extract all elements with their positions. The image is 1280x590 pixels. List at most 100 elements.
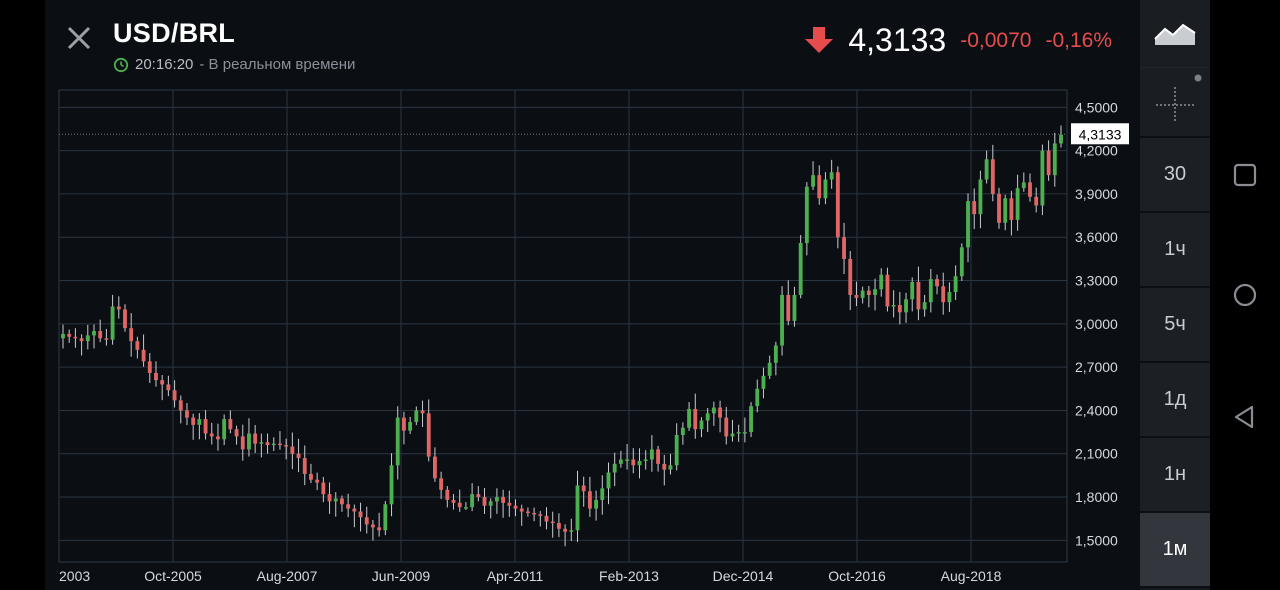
candle-down <box>290 446 295 454</box>
candle-down <box>866 290 871 295</box>
candle-down <box>433 456 437 479</box>
realtime-label: - В реальном времени <box>199 56 356 73</box>
candle-up <box>947 292 952 303</box>
candle-down <box>123 309 127 329</box>
candle-up <box>259 442 264 444</box>
candle-down <box>98 331 103 339</box>
candle-up <box>767 362 772 376</box>
candle-up <box>643 459 648 462</box>
y-tick-label: 1,5000 <box>1075 532 1118 548</box>
back-icon[interactable] <box>1232 404 1258 430</box>
quote-summary: 4,3133 -0,0070 -0,16% <box>804 22 1112 59</box>
candle-down <box>278 443 282 446</box>
candle-up <box>612 463 617 473</box>
candle-down <box>786 294 791 321</box>
candle-up <box>879 274 884 290</box>
candle-down <box>451 499 456 503</box>
candle-up <box>755 388 760 407</box>
candle-down <box>501 497 506 503</box>
candle-down <box>997 193 1001 223</box>
candle-down <box>457 502 462 508</box>
candle-down <box>129 328 134 342</box>
candle-down <box>693 408 698 430</box>
candle-up <box>1040 150 1045 206</box>
candle-down <box>253 433 258 444</box>
candle-up <box>463 507 468 509</box>
candle-down <box>309 473 313 480</box>
candle-down <box>563 528 568 532</box>
candle-up <box>910 281 915 300</box>
price-chart[interactable]: 4,5000 4,2000 3,9000 3,6000 3,3000 3,0000 2,70… <box>45 0 1140 590</box>
candle-up <box>488 501 493 506</box>
candle-up <box>383 504 388 531</box>
candle-down <box>135 341 140 350</box>
candle-down <box>885 274 890 307</box>
candle-down <box>1009 198 1014 220</box>
candle-up <box>1059 134 1063 144</box>
candle-up <box>966 201 970 248</box>
candle-down <box>525 511 530 513</box>
timeframe-1h[interactable]: 1ч <box>1140 213 1210 288</box>
candle-up <box>333 498 338 502</box>
candle-up <box>389 465 394 505</box>
candle-up <box>730 433 735 437</box>
y-tick-label: 2,1000 <box>1075 446 1118 462</box>
candle-down <box>550 521 555 524</box>
recent-apps-icon[interactable] <box>1232 162 1258 188</box>
candle-down <box>315 479 320 483</box>
candle-down <box>321 482 326 495</box>
candle-down <box>662 463 667 470</box>
candle-down <box>519 508 524 512</box>
candle-up <box>687 408 691 428</box>
chart-type-button[interactable] <box>1140 0 1210 68</box>
x-tick-label: Oct-2005 <box>144 568 202 584</box>
candle-down <box>848 258 853 295</box>
candle-down <box>420 410 425 414</box>
timeframe-1w[interactable]: 1н <box>1140 438 1210 513</box>
candle-up <box>891 305 896 307</box>
candle-down <box>538 514 543 516</box>
candle-down <box>990 159 995 194</box>
timeframe-5h[interactable]: 5ч <box>1140 288 1210 363</box>
candle-down <box>358 511 363 518</box>
candle-down <box>1028 182 1032 197</box>
realtime-status: 20:16:20 - В реальном времени <box>113 56 355 73</box>
candle-down <box>346 504 351 509</box>
candle-up <box>61 333 65 339</box>
candle-down <box>147 361 152 373</box>
candle-down <box>371 524 375 528</box>
candle-up <box>1021 182 1026 189</box>
y-tick-label: 4,5000 <box>1075 99 1118 115</box>
crosshair-button[interactable] <box>1140 68 1210 138</box>
candle-up <box>395 417 400 466</box>
candle-up <box>674 434 679 466</box>
candle-down <box>185 410 189 418</box>
timeframe-30[interactable]: 30 <box>1140 138 1210 213</box>
candle-up <box>792 294 797 321</box>
candle-up <box>680 427 685 435</box>
candle-down <box>513 505 518 509</box>
candle-down <box>718 407 722 418</box>
home-icon[interactable] <box>1232 282 1258 308</box>
candle-up <box>1052 143 1057 176</box>
candle-up <box>959 247 964 277</box>
candle-up <box>1003 198 1008 223</box>
candle-down <box>234 429 239 437</box>
candle-up <box>780 294 784 346</box>
timeframe-1m[interactable]: 1м <box>1140 513 1210 588</box>
close-button[interactable] <box>63 22 95 54</box>
candle-up <box>575 485 580 531</box>
candle-down <box>116 306 121 310</box>
candle-down <box>842 237 846 259</box>
candle-up <box>904 299 908 313</box>
candle-down <box>724 417 729 437</box>
timeframe-1d[interactable]: 1д <box>1140 363 1210 438</box>
candle-down <box>79 338 84 342</box>
candle-up <box>953 276 958 293</box>
candle-up <box>811 175 815 187</box>
candle-down <box>507 502 512 506</box>
y-tick-label: 3,3000 <box>1075 273 1118 289</box>
candle-down <box>160 380 165 385</box>
candle-down <box>240 436 245 450</box>
candle-up <box>110 306 115 340</box>
